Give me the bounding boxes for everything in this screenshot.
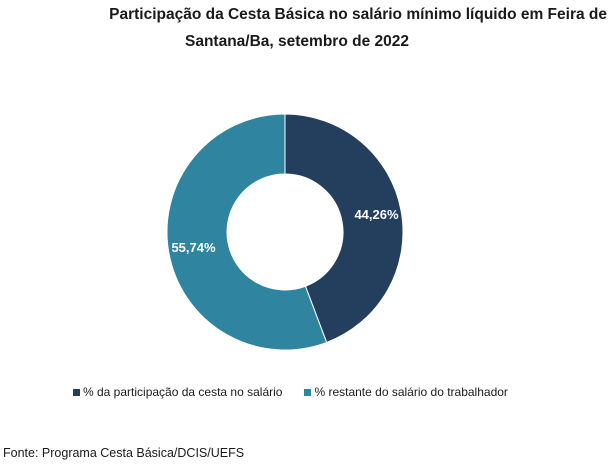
chart-legend: % da participação da cesta no salário % … (73, 385, 508, 399)
legend-label-restante: % restante do salário do trabalhador (314, 385, 508, 399)
legend-label-cesta: % da participação da cesta no salário (83, 385, 283, 399)
legend-item-cesta: % da participação da cesta no salário (73, 385, 282, 399)
chart-title-line-1: Participação da Cesta Básica no salário … (109, 6, 607, 23)
chart-title-line-2: Santana/Ba, setembro de 2022 (185, 33, 409, 50)
legend-item-restante: % restante do salário do trabalhador (304, 385, 508, 399)
donut-slices (166, 113, 404, 351)
source-note: Fonte: Programa Cesta Básica/DCIS/UEFS (3, 446, 245, 460)
legend-swatch-restante (304, 388, 312, 396)
donut-slice-restante (166, 113, 328, 351)
slice-label-restante: 55,74% (171, 240, 216, 255)
donut-labels: 44,26% 55,74% (171, 207, 399, 255)
slice-label-cesta: 44,26% (354, 207, 399, 222)
donut-slice-cesta (284, 113, 404, 344)
legend-swatch-cesta (73, 388, 80, 396)
